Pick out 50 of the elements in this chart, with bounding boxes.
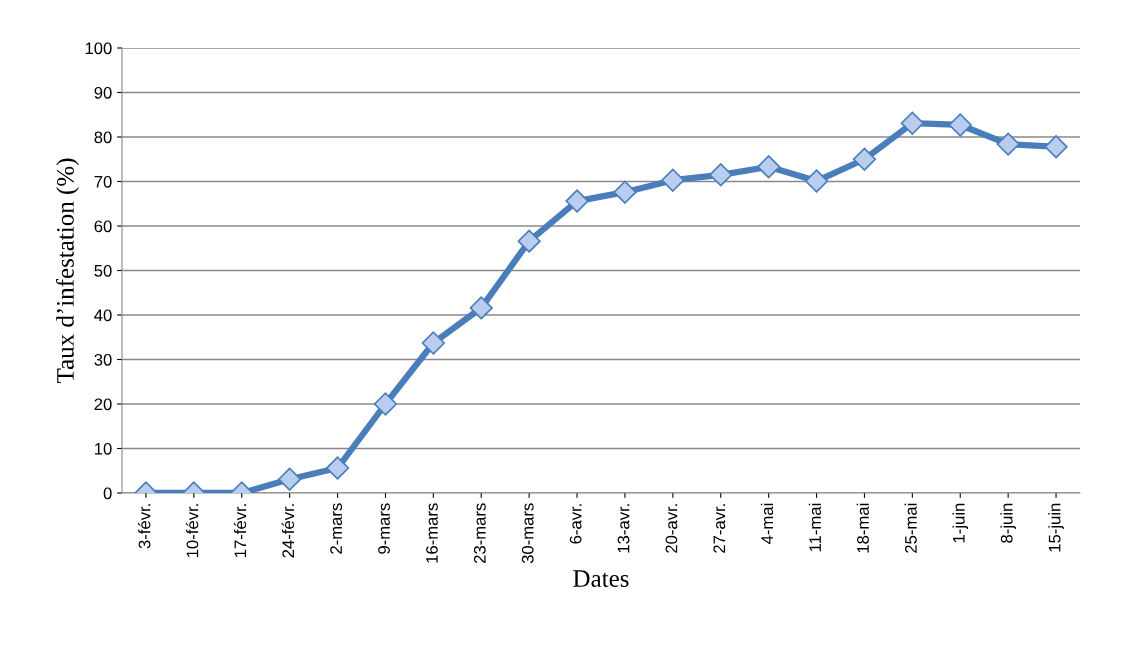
point bbox=[757, 155, 781, 179]
y-tick-label: 30 bbox=[94, 353, 112, 366]
x-tick-label: 13-avr. bbox=[617, 504, 630, 553]
x-tick-label: 10-févr. bbox=[185, 504, 199, 558]
point bbox=[517, 229, 541, 253]
y-tick-label: 100 bbox=[85, 42, 112, 55]
point bbox=[709, 163, 733, 187]
point bbox=[1044, 135, 1068, 159]
point bbox=[469, 296, 493, 320]
y-tick-label: 70 bbox=[94, 175, 112, 188]
x-tick-label: 11-mai bbox=[808, 503, 822, 552]
point bbox=[421, 331, 445, 355]
x-tick-label: 4-mai bbox=[760, 503, 774, 545]
x-tick-label: 3-févr. bbox=[137, 504, 151, 549]
point bbox=[661, 168, 685, 192]
x-tick-label: 27-avr. bbox=[713, 504, 726, 553]
point bbox=[565, 189, 589, 213]
point bbox=[900, 111, 924, 135]
x-tick-label: 9-mars bbox=[378, 503, 390, 554]
x-tick-label: 17-févr. bbox=[233, 504, 247, 558]
y-tick-label: 80 bbox=[94, 131, 112, 144]
point bbox=[325, 456, 350, 480]
y-axis-title: Taux d’infestation (%) bbox=[55, 158, 79, 384]
point bbox=[996, 132, 1020, 156]
y-tick-label: 60 bbox=[94, 220, 112, 233]
point bbox=[278, 467, 302, 491]
x-tick-label: 25-mai bbox=[904, 503, 917, 553]
x-tick-label: 23-mars bbox=[473, 503, 486, 563]
point bbox=[373, 392, 398, 416]
x-tick-label: 20-avr. bbox=[665, 504, 678, 553]
point bbox=[948, 113, 972, 137]
x-tick-label: 24-févr. bbox=[281, 504, 295, 558]
x-tick-label: 8-juin bbox=[1000, 503, 1016, 543]
y-tick-label: 90 bbox=[94, 86, 112, 99]
point bbox=[852, 147, 877, 171]
point bbox=[804, 169, 829, 193]
x-axis-title: Dates bbox=[573, 570, 629, 587]
x-tick-label: 6-avr. bbox=[569, 504, 582, 544]
y-tick-label: 10 bbox=[95, 442, 112, 455]
point bbox=[613, 180, 637, 204]
x-tick-label: 16-mars bbox=[426, 503, 438, 563]
x-tick-label: 18-mai bbox=[856, 503, 869, 553]
x-tick-label: 15-juin bbox=[1048, 503, 1064, 552]
y-tick-label: 40 bbox=[94, 309, 112, 322]
y-tick-label: 0 bbox=[103, 487, 112, 500]
x-tick-label: 1-juin bbox=[952, 503, 969, 543]
y-tick-label: 50 bbox=[94, 264, 112, 277]
x-tick-label: 30-mars bbox=[521, 503, 534, 564]
x-tick-label: 2-mars bbox=[330, 503, 343, 554]
y-tick-label: 20 bbox=[94, 398, 112, 411]
